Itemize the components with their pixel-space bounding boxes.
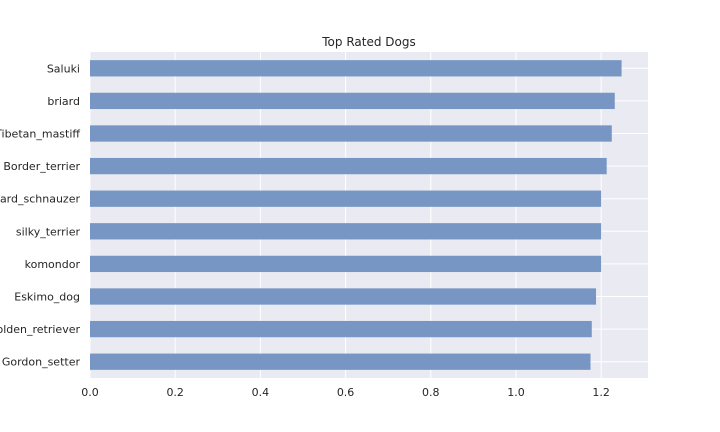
y-tick-label: Tibetan_mastiff — [0, 128, 80, 141]
y-tick-label: Gordon_setter — [2, 356, 81, 369]
x-tick-labels: 0.0 0.2 0.4 0.6 0.8 1.0 1.2 — [81, 386, 610, 399]
x-tick-label: 0.6 — [337, 386, 355, 399]
x-tick-label: 0.8 — [422, 386, 440, 399]
bar-tibetan-mastiff — [90, 125, 612, 142]
y-tick-label: standard_schnauzer — [0, 193, 80, 206]
bar-briard — [90, 92, 615, 110]
y-tick-label: golden_retriever — [0, 323, 80, 336]
y-tick-label: silky_terrier — [16, 225, 81, 238]
bar-standard-schnauzer — [90, 190, 602, 207]
bar-border-terrier — [90, 157, 607, 175]
x-tick-label: 0.0 — [81, 386, 99, 399]
x-tick-label: 0.4 — [252, 386, 270, 399]
y-tick-label: Border_terrier — [3, 160, 80, 173]
y-tick-label: briard — [47, 95, 80, 108]
bar-komondor — [90, 255, 602, 273]
chart-title: Top Rated Dogs — [321, 35, 415, 49]
y-tick-label: komondor — [25, 258, 81, 271]
bar-gordon-setter — [90, 353, 591, 370]
x-tick-label: 1.0 — [507, 386, 525, 399]
bar-eskimo-dog — [90, 288, 597, 305]
bars-group — [90, 60, 622, 370]
bar-golden-retriever — [90, 320, 592, 338]
x-tick-label: 1.2 — [592, 386, 610, 399]
y-tick-labels: Gordon_setter golden_retriever Eskimo_dog k… — [0, 62, 80, 368]
bar-saluki — [90, 60, 622, 77]
y-tick-label: Saluki — [47, 62, 80, 75]
bar-silky-terrier — [90, 223, 602, 240]
y-tick-label: Eskimo_dog — [14, 291, 80, 304]
x-tick-label: 0.2 — [166, 386, 184, 399]
